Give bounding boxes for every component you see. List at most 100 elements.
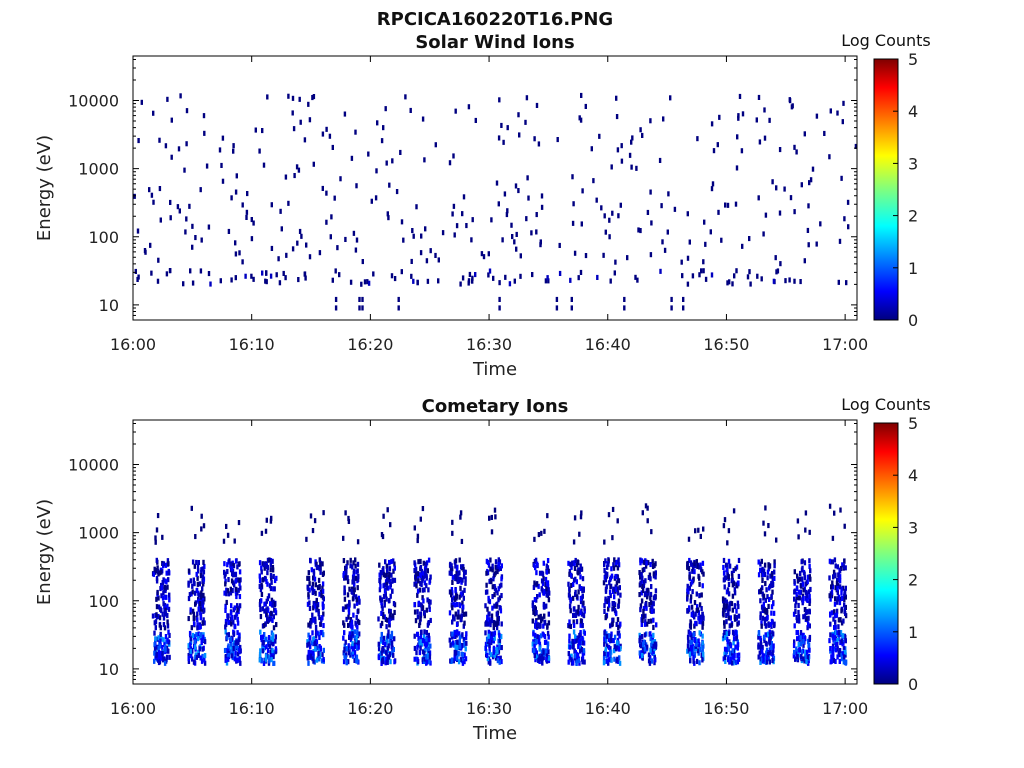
data-pixel <box>345 652 348 658</box>
data-pixel <box>468 271 472 277</box>
data-pixel <box>295 164 299 170</box>
data-pixel <box>686 561 689 567</box>
data-pixel <box>533 136 536 142</box>
data-pixel <box>649 562 652 568</box>
data-pixel <box>748 269 751 275</box>
data-pixel <box>525 216 528 222</box>
data-pixel <box>828 558 832 564</box>
data-pixel <box>803 131 806 137</box>
data-pixel <box>354 620 357 626</box>
data-pixel <box>463 640 466 646</box>
data-pixel <box>604 558 607 564</box>
data-pixel <box>651 563 655 569</box>
data-pixel <box>769 632 772 638</box>
data-pixel <box>177 146 181 152</box>
data-pixel <box>258 652 262 658</box>
data-pixel <box>539 613 542 619</box>
data-pixel <box>766 569 770 575</box>
data-pixel <box>416 538 419 544</box>
data-pixel <box>318 634 321 640</box>
data-pixel <box>611 601 614 607</box>
data-pixel <box>162 561 166 567</box>
data-pixel <box>759 615 762 621</box>
data-pixel <box>579 574 582 580</box>
data-pixel <box>497 562 500 568</box>
data-pixel <box>728 606 731 612</box>
data-pixel <box>643 639 646 645</box>
data-pixel <box>334 305 338 311</box>
data-pixel <box>581 188 584 194</box>
data-pixel <box>506 208 509 214</box>
data-pixel <box>167 629 170 635</box>
data-pixel <box>423 610 426 616</box>
data-pixel <box>615 95 618 101</box>
data-pixel <box>495 652 498 658</box>
data-pixel <box>456 644 459 650</box>
data-pixel <box>266 581 269 587</box>
data-pixel <box>609 584 612 590</box>
data-pixel <box>701 560 705 566</box>
data-pixel <box>454 633 457 639</box>
data-pixel <box>285 252 288 258</box>
data-pixel <box>793 589 796 595</box>
data-pixel <box>159 625 162 631</box>
data-pixel <box>350 155 354 161</box>
data-pixel <box>390 273 394 279</box>
data-pixel <box>272 586 275 592</box>
data-pixel <box>804 636 807 642</box>
data-pixel <box>263 601 266 607</box>
data-pixel <box>230 610 233 616</box>
data-pixel <box>464 634 468 640</box>
data-pixel <box>224 581 227 587</box>
data-pixel <box>737 652 741 658</box>
data-pixel <box>356 585 359 591</box>
data-pixel <box>346 560 349 566</box>
data-pixel <box>604 229 607 235</box>
data-pixel <box>623 296 626 302</box>
data-pixel <box>272 654 275 660</box>
data-pixel <box>458 594 461 600</box>
data-pixel <box>686 255 690 261</box>
data-pixel <box>205 163 209 169</box>
data-pixel <box>537 622 540 628</box>
data-pixel <box>347 650 351 656</box>
data-pixel <box>421 587 424 593</box>
data-pixel <box>757 644 761 650</box>
data-pixel <box>619 646 622 652</box>
data-pixel <box>352 578 356 584</box>
data-pixel <box>578 643 582 649</box>
data-pixel <box>686 648 689 654</box>
data-pixel <box>491 584 494 590</box>
data-pixel <box>230 621 233 627</box>
data-pixel <box>238 594 242 600</box>
data-pixel <box>227 228 231 234</box>
data-pixel <box>823 130 826 136</box>
data-pixel <box>618 655 621 661</box>
data-pixel <box>418 620 422 626</box>
data-pixel <box>803 258 806 264</box>
data-pixel <box>541 616 544 622</box>
data-pixel <box>642 605 646 611</box>
data-pixel <box>230 561 233 567</box>
data-pixel <box>462 574 466 580</box>
data-pixel <box>795 591 798 597</box>
data-pixel <box>158 137 161 143</box>
data-pixel <box>574 612 578 618</box>
data-pixel <box>795 595 798 601</box>
data-pixel <box>841 641 844 647</box>
data-pixel <box>500 634 503 640</box>
data-pixel <box>227 643 230 649</box>
data-pixel <box>761 577 764 583</box>
data-pixel <box>590 146 593 152</box>
data-pixel <box>643 646 647 652</box>
data-pixel <box>160 608 163 614</box>
data-pixel <box>698 593 701 599</box>
data-pixel <box>166 619 169 625</box>
data-pixel <box>454 591 458 597</box>
data-pixel <box>265 517 268 523</box>
data-pixel <box>457 614 460 620</box>
data-pixel <box>540 530 543 536</box>
data-pixel <box>729 643 733 649</box>
data-pixel <box>464 580 467 586</box>
data-pixel <box>270 657 273 663</box>
